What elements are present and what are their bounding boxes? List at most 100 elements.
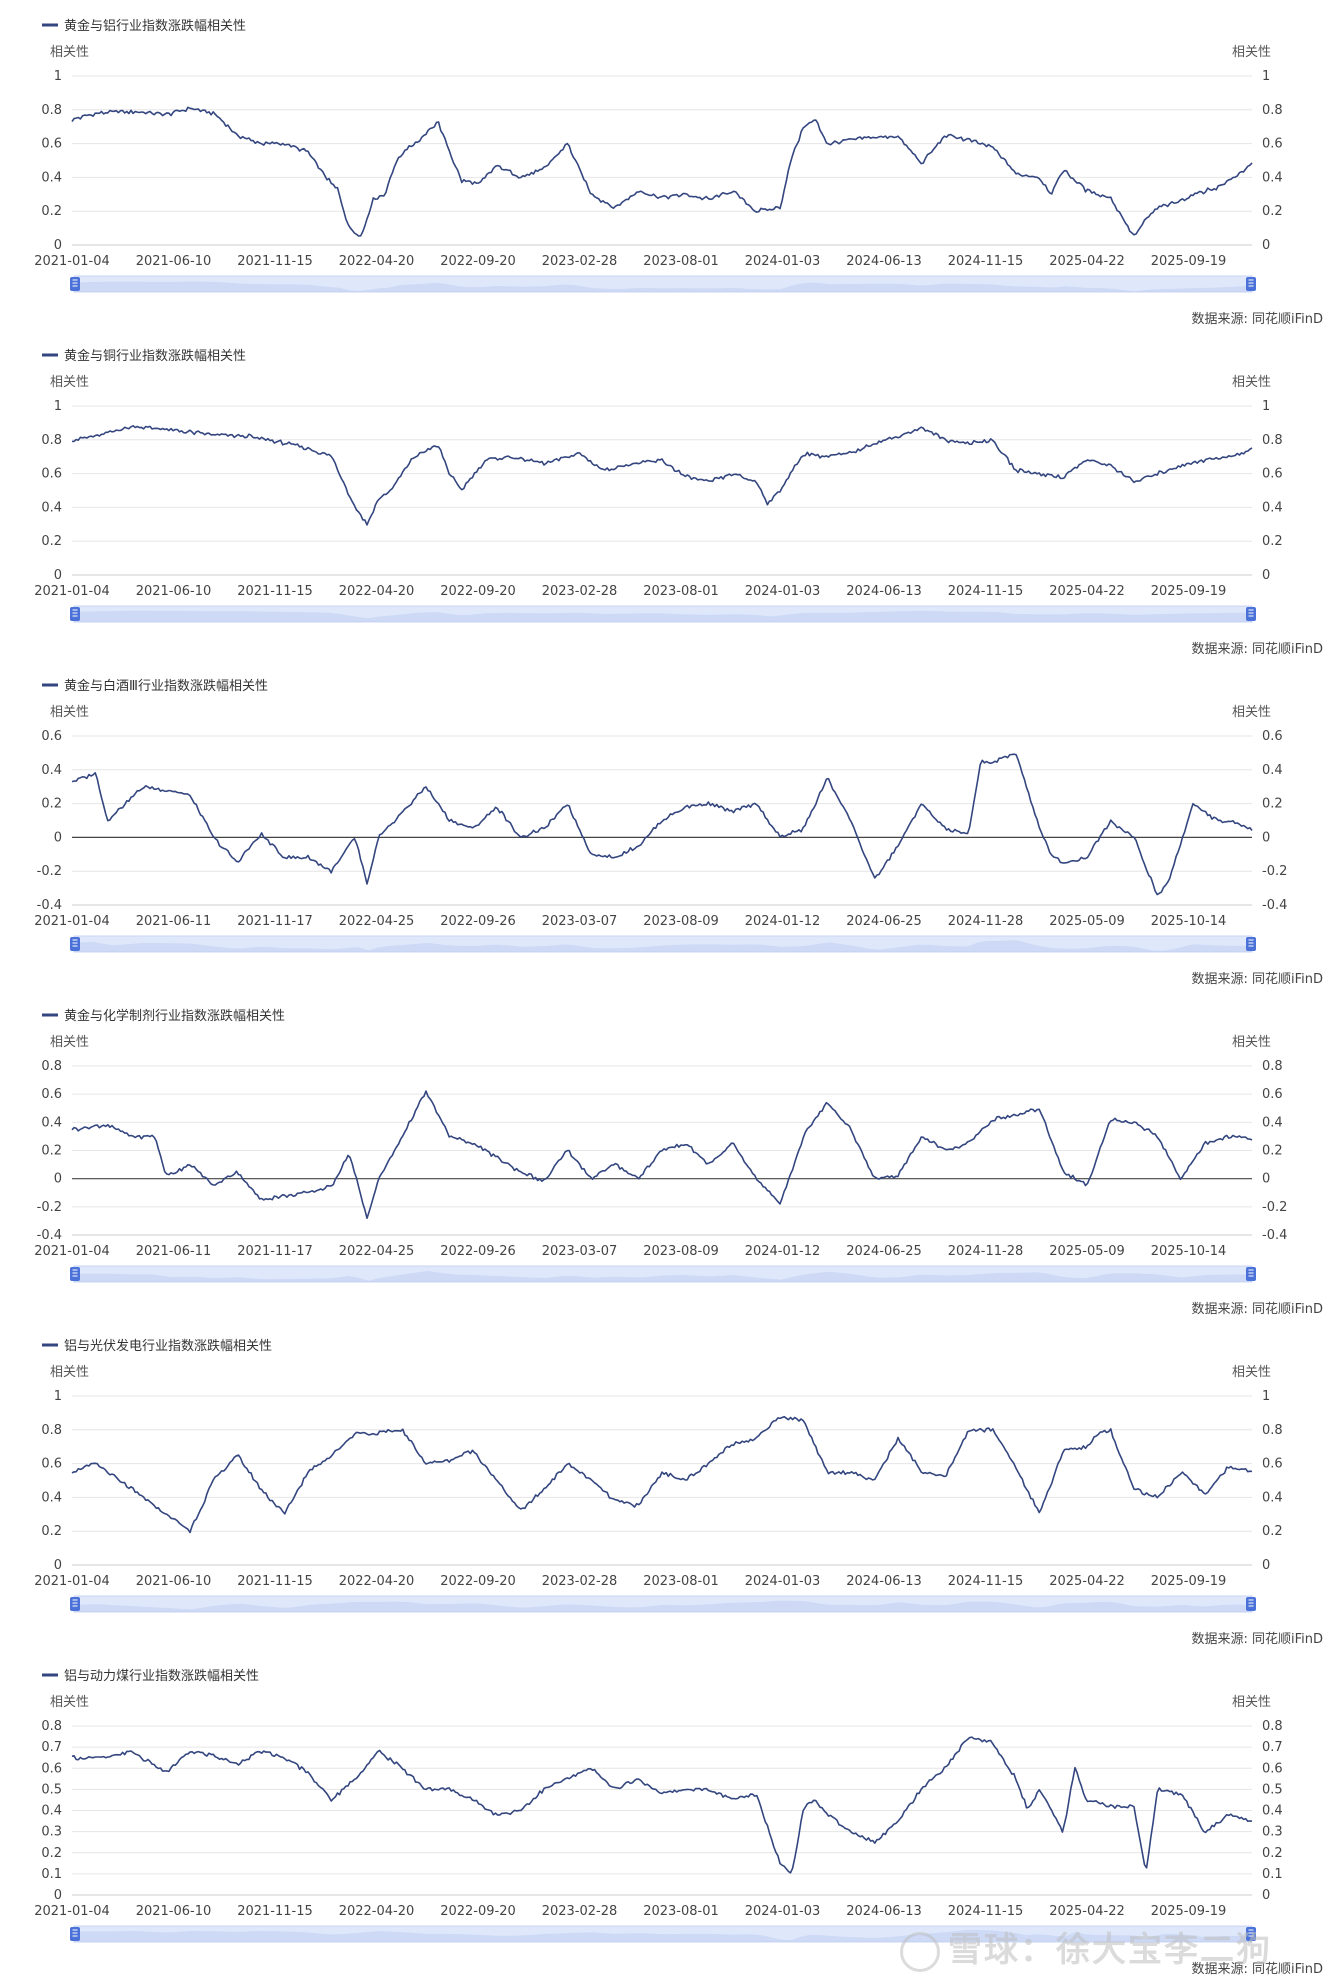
x-tick-label: 2025-04-22 [1049, 254, 1125, 269]
y-tick-label-right: 0.2 [1262, 204, 1283, 219]
range-slider[interactable] [70, 935, 1256, 953]
chart-title: 黄金与白酒Ⅲ行业指数涨跌幅相关性 [64, 678, 268, 694]
handle-grip-icon [1246, 1927, 1256, 1941]
y-tick-label-left: 1 [54, 1389, 62, 1404]
range-slider[interactable] [70, 275, 1256, 293]
y-tick-label-right: 0.4 [1262, 1115, 1283, 1130]
range-slider[interactable] [70, 1925, 1256, 1943]
x-tick-label: 2024-11-15 [948, 1574, 1024, 1589]
data-source-label: 数据来源: 同花顺iFinD [1191, 642, 1323, 657]
slider-handle-end[interactable] [1246, 1267, 1256, 1281]
y-tick-label-left: 0.6 [41, 729, 62, 744]
slider-handle-end[interactable] [1246, 607, 1256, 621]
y-tick-label-left: 0.2 [41, 204, 62, 219]
y-tick-label-right: 1 [1262, 69, 1270, 84]
slider-handle-end[interactable] [1246, 937, 1256, 951]
x-tick-label: 2021-06-11 [136, 1244, 212, 1259]
x-tick-label: 2021-01-04 [34, 1244, 110, 1259]
slider-handle-start[interactable] [70, 937, 80, 951]
x-tick-label: 2023-02-28 [542, 254, 618, 269]
x-tick-label: 2023-08-01 [643, 1574, 719, 1589]
y-tick-label-right: 0 [1262, 238, 1270, 253]
x-tick-label: 2025-09-19 [1151, 1904, 1227, 1919]
y-axis-label-left: 相关性 [50, 1035, 89, 1050]
y-axis-label-left: 相关性 [50, 45, 89, 60]
slider-handle-start[interactable] [70, 1267, 80, 1281]
y-axis-label-right: 相关性 [1232, 705, 1271, 720]
series-line [71, 106, 1253, 237]
handle-grip-icon [1246, 1267, 1256, 1281]
x-tick-label: 2021-11-17 [237, 914, 313, 929]
y-tick-label-right: 0 [1262, 1172, 1270, 1187]
chart-title: 黄金与化学制剂行业指数涨跌幅相关性 [64, 1008, 285, 1024]
x-tick-label: 2024-01-03 [745, 1574, 821, 1589]
x-tick-label: 2021-11-15 [237, 1904, 313, 1919]
y-tick-label-right: 0.2 [1262, 797, 1283, 812]
y-tick-label-right: 0.4 [1262, 500, 1283, 515]
y-tick-label-left: 0.6 [41, 137, 62, 152]
y-tick-label-left: 0.8 [41, 1719, 62, 1734]
x-tick-label: 2025-04-22 [1049, 1904, 1125, 1919]
slider-handle-end[interactable] [1246, 277, 1256, 291]
x-tick-label: 2022-09-20 [440, 1904, 516, 1919]
y-tick-label-right: 0.3 [1262, 1825, 1283, 1840]
y-tick-label-right: 0.6 [1262, 729, 1283, 744]
x-tick-label: 2025-10-14 [1151, 1244, 1227, 1259]
y-tick-label-left: 0.2 [41, 1144, 62, 1159]
x-tick-label: 2025-04-22 [1049, 1574, 1125, 1589]
x-tick-label: 2023-03-07 [542, 914, 618, 929]
y-tick-label-left: 0 [54, 1558, 62, 1573]
y-tick-label-right: 0.2 [1262, 534, 1283, 549]
x-tick-label: 2022-09-20 [440, 1574, 516, 1589]
chart-panel-6: 铝与动力煤行业指数涨跌幅相关性 相关性 相关性 0 0 0.1 0.1 0.2 0.2 0.3 0.… [0, 1650, 1323, 1980]
x-tick-label: 2023-08-01 [643, 584, 719, 599]
y-tick-label-left: 0.2 [41, 534, 62, 549]
range-slider[interactable] [70, 605, 1256, 623]
y-tick-label-right: 0 [1262, 568, 1270, 583]
x-tick-label: 2023-03-07 [542, 1244, 618, 1259]
slider-handle-start[interactable] [70, 607, 80, 621]
x-tick-label: 2025-05-09 [1049, 1244, 1125, 1259]
y-tick-label-left: 0.4 [41, 170, 62, 185]
x-tick-label: 2023-08-01 [643, 1904, 719, 1919]
y-tick-label-left: 0.4 [41, 500, 62, 515]
slider-handle-end[interactable] [1246, 1597, 1256, 1611]
slider-handle-start[interactable] [70, 277, 80, 291]
range-slider[interactable] [70, 1595, 1256, 1613]
x-tick-label: 2024-01-03 [745, 584, 821, 599]
y-tick-label-left: 0.4 [41, 1490, 62, 1505]
y-axis-label-right: 相关性 [1232, 1695, 1271, 1710]
y-axis-label-right: 相关性 [1232, 375, 1271, 390]
slider-area [74, 1600, 1252, 1612]
chart-panel-1: 黄金与铝行业指数涨跌幅相关性 相关性 相关性 0 0 0.2 0.2 0.4 0.4 0.6 0.6… [0, 0, 1323, 330]
x-tick-label: 2022-04-20 [339, 1574, 415, 1589]
slider-handle-end[interactable] [1246, 1927, 1256, 1941]
x-tick-label: 2023-02-28 [542, 584, 618, 599]
y-tick-label-left: 0.6 [41, 1761, 62, 1776]
series-line [71, 1090, 1253, 1219]
y-tick-label-right: -0.2 [1262, 864, 1287, 879]
slider-handle-start[interactable] [70, 1927, 80, 1941]
y-tick-label-right: 0.2 [1262, 1144, 1283, 1159]
y-tick-label-left: 0.8 [41, 1423, 62, 1438]
slider-area [74, 1930, 1252, 1942]
range-slider[interactable] [70, 1265, 1256, 1283]
y-tick-label-left: 0.5 [41, 1782, 62, 1797]
x-tick-label: 2021-06-10 [136, 1904, 212, 1919]
y-tick-label-left: 0.1 [41, 1867, 62, 1882]
y-tick-label-left: -0.4 [37, 1228, 62, 1243]
x-tick-label: 2022-04-25 [339, 1244, 415, 1259]
x-tick-label: 2025-04-22 [1049, 584, 1125, 599]
x-tick-label: 2022-04-20 [339, 254, 415, 269]
x-tick-label: 2022-09-26 [440, 1244, 516, 1259]
slider-handle-start[interactable] [70, 1597, 80, 1611]
x-tick-label: 2024-01-03 [745, 1904, 821, 1919]
y-tick-label-right: -0.4 [1262, 898, 1287, 913]
x-tick-label: 2025-09-19 [1151, 584, 1227, 599]
y-tick-label-right: 0.6 [1262, 1087, 1283, 1102]
y-tick-label-left: 0 [54, 830, 62, 845]
y-tick-label-right: 0.6 [1262, 1761, 1283, 1776]
x-tick-label: 2024-11-15 [948, 254, 1024, 269]
y-tick-label-right: 0.4 [1262, 1490, 1283, 1505]
